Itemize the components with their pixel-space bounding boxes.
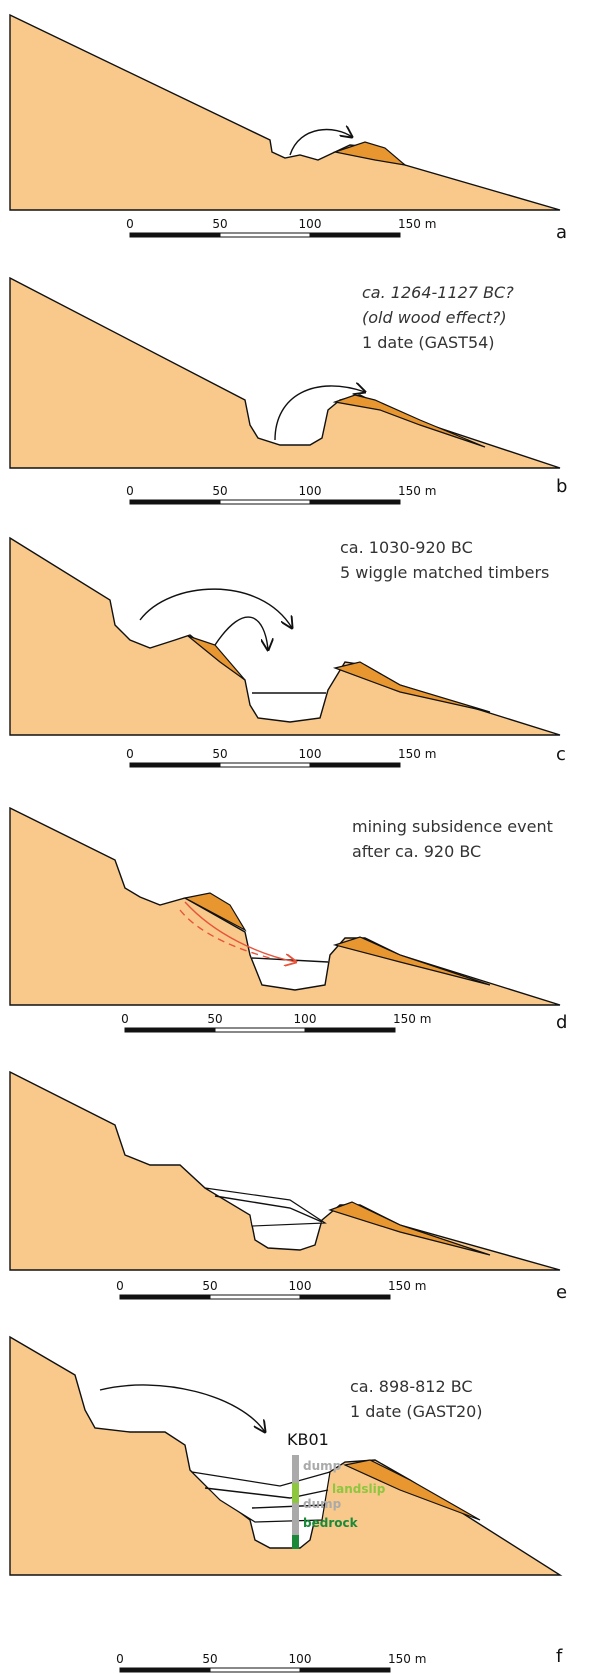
scale-segment (119, 1294, 211, 1300)
dump (204, 1187, 327, 1227)
scale-label: 150 m (398, 484, 436, 498)
terrain (9, 1070, 561, 1271)
annotation: ca. 898-812 BC (350, 1377, 473, 1396)
annotation: 1 date (GAST20) (350, 1402, 483, 1421)
scale-label: 50 (212, 747, 227, 761)
panel: 0 50 100 150 m b ca. 1264-1127 BC? (old wood e… (126, 283, 567, 505)
panel-letter: a (556, 222, 567, 243)
terrain (9, 13, 561, 211)
scale-segment (309, 232, 401, 238)
arrow (99, 1384, 265, 1432)
arrow (139, 588, 292, 628)
scale-segment (124, 1027, 216, 1033)
panel: 0 50 100 150 m f ca. 898-812 BC 1 date (GAST20… (116, 1377, 563, 1673)
scale-segment (219, 232, 311, 238)
landslip (204, 1487, 329, 1499)
annotation: 1 date (GAST54) (362, 333, 495, 352)
scale-label: 50 (207, 1012, 222, 1026)
scale-label: 100 (294, 1012, 317, 1026)
scale-label: 50 (202, 1652, 217, 1666)
slip-arrow (184, 901, 296, 962)
scale-label: 0 (126, 217, 134, 231)
scale-segment (129, 499, 221, 505)
scale-segment (209, 1667, 301, 1673)
scale-label: 0 (116, 1279, 124, 1293)
layer-label: bedrock (303, 1516, 359, 1530)
scale-segment (214, 1027, 306, 1033)
panel: 0 50 100 150 m c ca. 1030-920 BC 5 wiggle matc… (126, 538, 566, 768)
panel-letter: e (556, 1282, 567, 1303)
core-bedrock (292, 1535, 299, 1549)
slip-arrow (179, 909, 271, 959)
arrow (214, 616, 268, 650)
deposit (328, 1201, 491, 1256)
scale-segment (299, 1294, 391, 1300)
panel-letter: d (556, 1012, 567, 1033)
scale-label: 50 (212, 217, 227, 231)
scale-label: 100 (299, 747, 322, 761)
arrow (274, 386, 365, 441)
deposit (343, 1459, 481, 1521)
annotation: 5 wiggle matched timbers (340, 563, 549, 582)
deposit (332, 661, 491, 713)
scale-segment (304, 1027, 396, 1033)
scale-label: 0 (121, 1012, 129, 1026)
scale-segment (309, 499, 401, 505)
arrow (289, 130, 352, 156)
scale-label: 50 (212, 484, 227, 498)
panel: 0 50 100 150 m d mining subsidence event after… (121, 817, 567, 1033)
annotation: after ca. 920 BC (352, 842, 481, 861)
scale-label: 150 m (388, 1279, 426, 1293)
core-dump (292, 1503, 299, 1535)
deposit (332, 936, 491, 986)
core-label: KB01 (287, 1430, 329, 1449)
scale-label: 100 (299, 217, 322, 231)
scale-label: 150 m (393, 1012, 431, 1026)
scale-segment (219, 499, 311, 505)
scale-label: 150 m (398, 217, 436, 231)
panel-letter: f (556, 1646, 563, 1667)
deposit (332, 394, 486, 448)
core-dump (292, 1455, 299, 1483)
scale-segment (219, 762, 311, 768)
scale-label: 0 (116, 1652, 124, 1666)
scale-label: 100 (289, 1652, 312, 1666)
scale-label: 50 (202, 1279, 217, 1293)
layer-label: dump (303, 1497, 342, 1511)
deposit (187, 635, 246, 681)
terrain (9, 806, 561, 1006)
scale-label: 150 m (398, 747, 436, 761)
annotation: ca. 1030-920 BC (340, 538, 473, 557)
scale-segment (129, 232, 221, 238)
panel-letter: c (556, 744, 566, 765)
infill (251, 1504, 326, 1509)
scale-label: 100 (299, 484, 322, 498)
annotation: (old wood effect?) (362, 308, 507, 327)
panel-letter: b (556, 476, 567, 497)
scale-label: 0 (126, 484, 134, 498)
scale-segment (299, 1667, 391, 1673)
annotation: ca. 1264-1127 BC? (362, 283, 514, 302)
core-landslip (292, 1483, 299, 1503)
infill (214, 1195, 323, 1223)
scale-label: 100 (289, 1279, 312, 1293)
layer-label: landslip (332, 1482, 386, 1496)
panel: 0 50 100 150 m a (126, 217, 567, 243)
scale-segment (129, 762, 221, 768)
layer-label: dump (303, 1459, 342, 1473)
scale-label: 150 m (388, 1652, 426, 1666)
scale-segment (309, 762, 401, 768)
terrain (9, 1335, 563, 1576)
scale-segment (119, 1667, 211, 1673)
annotation: mining subsidence event (352, 817, 553, 836)
deposit (332, 141, 408, 166)
terrain (9, 276, 561, 469)
panel: 0 50 100 150 m e (116, 1279, 567, 1303)
deposit (183, 892, 247, 932)
scale-label: 0 (126, 747, 134, 761)
scale-segment (209, 1294, 301, 1300)
